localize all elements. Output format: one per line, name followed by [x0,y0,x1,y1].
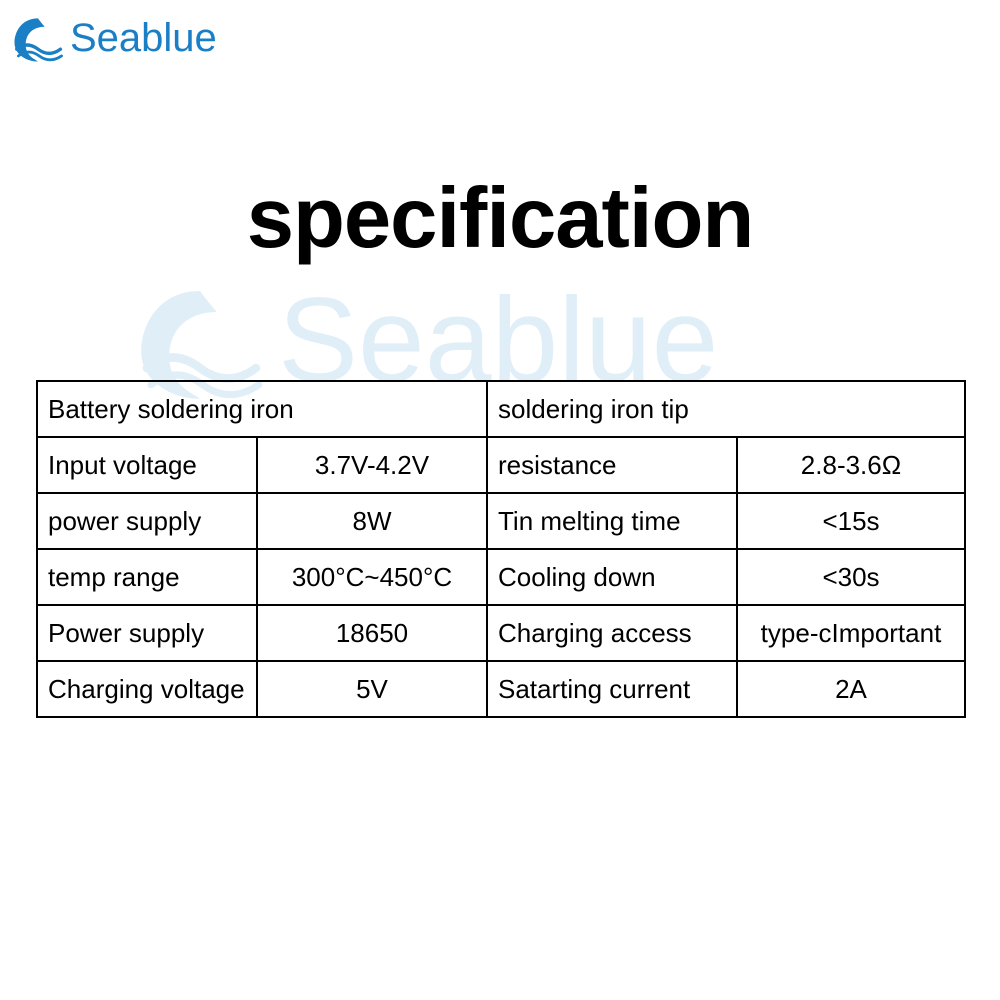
spec-value: 300°C~450°C [257,549,487,605]
spec-value: type-cImportant [737,605,965,661]
brand-logo: Seablue [10,10,217,66]
table-row: temp range 300°C~450°C Cooling down <30s [37,549,965,605]
spec-table: Battery soldering iron soldering iron ti… [36,380,966,718]
table-row: Power supply 18650 Charging access type-… [37,605,965,661]
page-title: specification [0,170,1000,268]
spec-value: 5V [257,661,487,717]
wave-icon [10,10,66,66]
table-row: Charging voltage 5V Satarting current 2A [37,661,965,717]
spec-label: Cooling down [487,549,737,605]
spec-table-container: Battery soldering iron soldering iron ti… [36,380,964,718]
table-row: power supply 8W Tin melting time <15s [37,493,965,549]
spec-label: resistance [487,437,737,493]
spec-label: power supply [37,493,257,549]
spec-label: Charging access [487,605,737,661]
table-header-row: Battery soldering iron soldering iron ti… [37,381,965,437]
spec-value: 8W [257,493,487,549]
spec-label: Tin melting time [487,493,737,549]
spec-value: 3.7V-4.2V [257,437,487,493]
spec-value: 18650 [257,605,487,661]
spec-value: 2.8-3.6Ω [737,437,965,493]
spec-label: Charging voltage [37,661,257,717]
spec-value: <15s [737,493,965,549]
spec-value: 2A [737,661,965,717]
spec-label: Power supply [37,605,257,661]
table-row: Input voltage 3.7V-4.2V resistance 2.8-3… [37,437,965,493]
spec-label: Satarting current [487,661,737,717]
left-section-header: Battery soldering iron [37,381,487,437]
brand-name: Seablue [70,16,217,61]
spec-value: <30s [737,549,965,605]
right-section-header: soldering iron tip [487,381,965,437]
spec-label: Input voltage [37,437,257,493]
spec-label: temp range [37,549,257,605]
